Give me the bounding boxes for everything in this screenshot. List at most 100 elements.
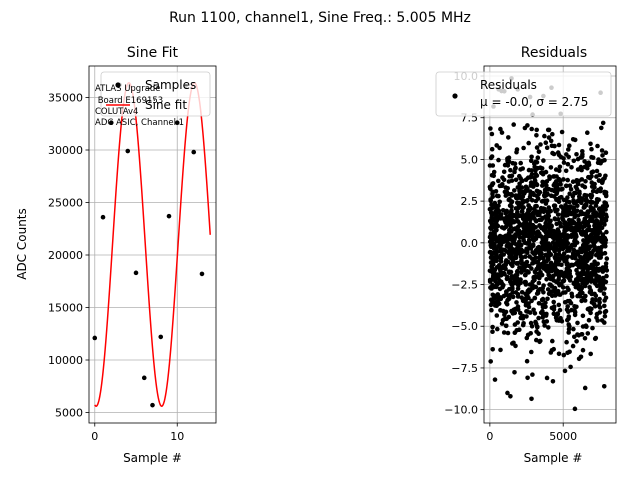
residual-point <box>569 307 574 313</box>
residual-point <box>529 154 534 160</box>
residual-point <box>538 338 543 344</box>
residual-point <box>535 290 541 296</box>
sample-point <box>174 120 180 125</box>
residual-point <box>584 272 589 277</box>
residual-point <box>604 229 609 235</box>
residual-point <box>514 147 520 152</box>
residual-point <box>600 233 606 239</box>
sample-point <box>125 148 131 154</box>
residual-point <box>573 284 579 290</box>
residual-point <box>525 186 530 191</box>
residual-point <box>497 233 503 239</box>
residual-point <box>556 142 562 148</box>
sine-fit-title: Sine Fit <box>127 45 179 61</box>
residual-point <box>570 210 575 215</box>
residual-point <box>491 244 497 250</box>
residual-point <box>556 262 562 267</box>
residual-point <box>603 237 609 243</box>
residual-point <box>505 156 510 161</box>
residual-point <box>491 173 497 179</box>
residual-point <box>518 280 523 286</box>
residual-point <box>579 332 584 337</box>
residual-point <box>544 277 549 282</box>
residuals-ytick-label: −2.5 <box>451 279 478 292</box>
residual-point <box>560 253 566 259</box>
residual-point <box>490 329 495 335</box>
residual-point <box>519 295 524 300</box>
residual-point <box>585 130 590 135</box>
residual-point <box>506 242 511 247</box>
residual-point <box>530 279 535 285</box>
residuals-ytick-label: −5.0 <box>451 320 478 333</box>
residual-point <box>505 186 511 191</box>
residual-point <box>546 135 552 140</box>
residual-point <box>488 255 494 260</box>
sine-fit-ytick-label: 10000 <box>48 354 83 367</box>
residual-point <box>555 227 561 232</box>
residual-point <box>561 156 566 161</box>
residual-point <box>519 178 525 184</box>
residual-point <box>571 198 576 203</box>
residual-point <box>602 242 607 247</box>
residual-point <box>566 330 571 335</box>
sine-fit-ytick-label: 30000 <box>48 144 83 157</box>
residual-point <box>487 268 493 274</box>
residual-point <box>526 207 531 213</box>
residual-point <box>513 177 519 183</box>
residual-point <box>580 324 586 329</box>
residual-point <box>555 150 561 155</box>
residual-point <box>501 308 506 314</box>
residual-point <box>589 170 594 175</box>
residual-point <box>555 212 561 217</box>
residual-point <box>598 237 604 243</box>
residual-point <box>526 167 532 173</box>
residual-point <box>595 143 600 149</box>
sample-point <box>100 214 106 220</box>
residual-point <box>496 157 501 163</box>
residual-point <box>515 292 521 297</box>
residual-point <box>597 296 602 302</box>
residual-point <box>591 242 597 248</box>
residual-point <box>490 347 496 352</box>
residual-point <box>498 268 503 274</box>
residual-point <box>602 286 607 291</box>
residual-point <box>521 249 527 254</box>
residual-point <box>565 235 571 240</box>
residual-point <box>562 368 568 374</box>
residual-point <box>572 310 578 315</box>
sine-fit-xtick-label: 10 <box>170 430 184 443</box>
residual-point <box>591 211 596 216</box>
residual-point <box>500 317 506 323</box>
residual-point <box>510 341 515 346</box>
residual-point <box>589 184 595 189</box>
residual-point <box>509 204 514 209</box>
residuals-xlabel: Sample # <box>524 451 583 465</box>
residual-point <box>546 325 551 330</box>
residual-point <box>538 165 543 170</box>
residual-point <box>602 191 607 196</box>
residual-point <box>509 250 514 255</box>
residual-point <box>528 331 533 336</box>
residual-point <box>537 209 543 215</box>
residual-point <box>554 271 559 276</box>
residual-point <box>492 284 498 290</box>
residual-point <box>566 287 571 293</box>
residual-point <box>578 262 583 268</box>
residual-point <box>538 254 543 260</box>
residual-point <box>563 208 568 214</box>
residual-point <box>518 310 523 316</box>
residual-point <box>509 199 514 204</box>
residual-point <box>555 207 560 213</box>
residual-point <box>594 168 600 174</box>
residual-point <box>492 211 498 216</box>
residual-point <box>505 330 511 336</box>
residual-point <box>534 337 539 343</box>
residual-point <box>569 165 574 170</box>
residual-point <box>544 183 549 188</box>
residual-point <box>504 316 510 322</box>
figure-suptitle: Run 1100, channel1, Sine Freq.: 5.005 MH… <box>169 10 471 26</box>
residual-point <box>579 298 584 304</box>
residual-point <box>490 221 495 227</box>
residual-point <box>493 189 499 194</box>
